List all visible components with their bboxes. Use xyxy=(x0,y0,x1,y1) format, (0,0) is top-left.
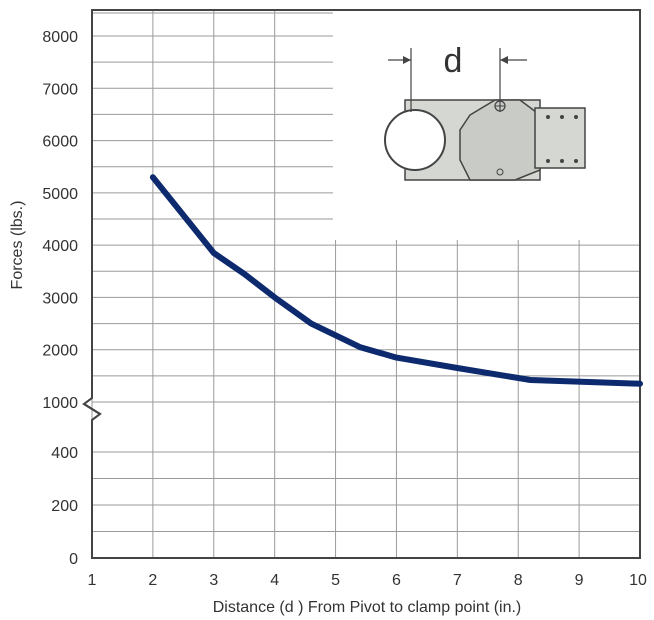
x-tick-label: 2 xyxy=(148,572,157,589)
y-tick-labels: 0 200 400 1000 2000 3000 4000 5000 6000 7000 8000 xyxy=(42,29,78,568)
y-tick-label: 400 xyxy=(51,445,78,462)
y-axis-label: Forces (lbs.) xyxy=(9,201,26,290)
x-tick-label: 6 xyxy=(392,572,401,589)
plot-frame xyxy=(82,9,641,559)
clamp-point-hole xyxy=(496,168,504,176)
pivot-cylinder xyxy=(384,109,446,171)
y-tick-label: 7000 xyxy=(42,81,78,98)
x-tick-label: 8 xyxy=(514,572,523,589)
y-axis-break xyxy=(82,397,102,421)
clamp-diagram-inset: d xyxy=(333,10,640,240)
x-tick-label: 7 xyxy=(453,572,462,589)
x-tick-label: 3 xyxy=(209,572,218,589)
dimension-arrow-left xyxy=(403,56,411,64)
mounting-holes xyxy=(546,115,578,163)
dimension-arrow-right xyxy=(500,56,508,64)
y-tick-label: 0 xyxy=(69,551,78,568)
y-tick-label: 8000 xyxy=(42,29,78,46)
x-tick-label: 5 xyxy=(331,572,340,589)
force-curve xyxy=(149,174,643,387)
y-tick-label: 6000 xyxy=(42,134,78,151)
y-tick-label: 5000 xyxy=(42,186,78,203)
x-axis-label: Distance (d ) From Pivot to clamp point … xyxy=(213,599,522,616)
x-tick-label: 1 xyxy=(88,572,97,589)
dimension-label-d: d xyxy=(444,42,463,80)
y-tick-label: 4000 xyxy=(42,238,78,255)
y-tick-label: 2000 xyxy=(42,343,78,360)
clamp-arm xyxy=(459,99,541,181)
y-tick-label: 3000 xyxy=(42,290,78,307)
x-tick-label: 9 xyxy=(575,572,584,589)
y-tick-label: 200 xyxy=(51,498,78,515)
y-tick-label: 1000 xyxy=(42,395,78,412)
x-tick-label: 10 xyxy=(629,572,647,589)
x-tick-labels: 1 2 3 4 5 6 7 8 9 10 xyxy=(88,572,647,589)
x-tick-label: 4 xyxy=(270,572,279,589)
